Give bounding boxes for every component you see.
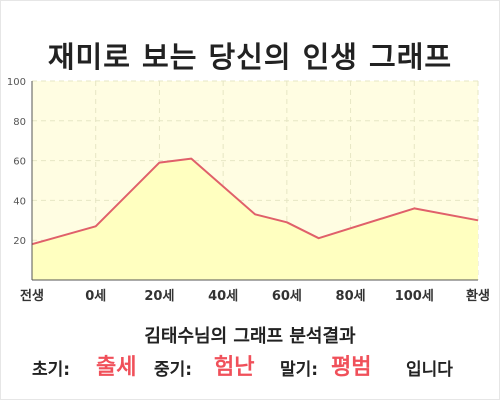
y-tick-label: 80 [13, 117, 26, 128]
x-tick-label: 전생 [20, 288, 44, 304]
x-tick-label: 80세 [336, 289, 366, 304]
early-value: 출세 [96, 355, 137, 380]
x-axis-ticks: 전생 0세 20세 40세 60세 80세 100세 환생 [20, 288, 490, 304]
life-graph-chart: 20 40 60 80 100 전생 0세 20세 40세 60세 80세 100세 환생 [7, 77, 490, 304]
x-tick-label: 20세 [144, 289, 174, 304]
x-tick-label: 환생 [466, 288, 490, 304]
life-line-series [31, 157, 479, 246]
chart-title: 재미로 보는 당신의 인생 그래프 [47, 40, 453, 74]
late-label: 말기: [280, 360, 319, 380]
x-tick-label: 40세 [208, 289, 238, 304]
y-tick-label: 40 [13, 196, 26, 207]
ending-text: 입니다 [406, 360, 453, 380]
y-tick-label: 100 [7, 77, 26, 88]
y-tick-label: 20 [13, 236, 26, 247]
y-axis-ticks: 20 40 60 80 100 [7, 77, 26, 247]
result-subtitle: 김태수님의 그래프 분석결과 [144, 326, 356, 347]
late-value: 평범 [331, 355, 372, 380]
x-tick-label: 100세 [395, 289, 434, 304]
y-tick-label: 60 [13, 157, 26, 168]
x-tick-label: 60세 [272, 289, 302, 304]
x-tick-label: 0세 [85, 289, 106, 304]
early-label: 초기: [32, 360, 71, 380]
middle-value: 험난 [214, 355, 255, 380]
life-area-fill [32, 158, 478, 280]
result-summary: 초기: 출세 중기: 험난 말기: 평범 입니다 [0, 349, 500, 381]
middle-label: 중기: [154, 360, 193, 380]
